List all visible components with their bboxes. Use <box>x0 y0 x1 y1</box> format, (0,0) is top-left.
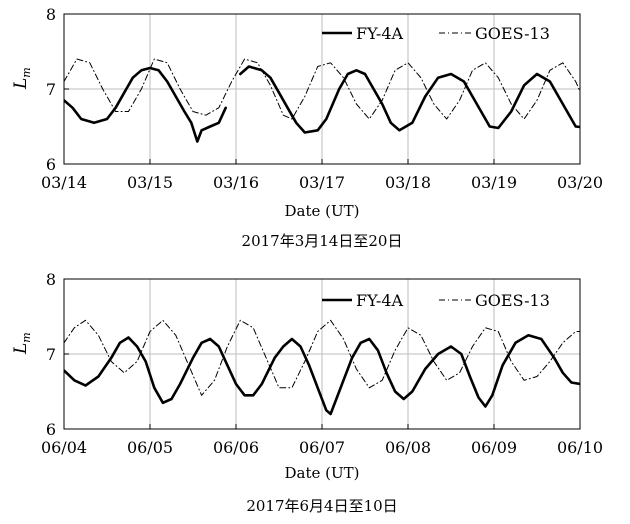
y-ticks: 6 7 8 <box>46 270 69 439</box>
y-tick-label: 6 <box>46 155 56 174</box>
y-axis-label: Lm <box>11 332 33 355</box>
x-ticks: 03/14 03/15 03/16 03/17 03/18 03/19 03/20 <box>41 159 603 192</box>
y-axis-label: Lm <box>11 67 33 90</box>
series-line-fy4a <box>64 65 580 143</box>
legend-label-fy4a: FY-4A <box>356 24 403 43</box>
chart-caption: 2017年6月4日至10日 <box>246 497 397 515</box>
series-lines <box>64 319 580 416</box>
chart-panel-march: 678 03/14 03/15 03/16 03/17 03/18 03/19 03/20 … <box>11 5 603 250</box>
x-tick-label: 06/04 <box>41 438 87 457</box>
series-line-goes13 <box>64 319 580 396</box>
grid-lines <box>64 279 580 429</box>
series-line-fy4a <box>64 334 580 416</box>
grid-lines <box>64 14 580 164</box>
series-lines <box>64 58 580 143</box>
x-tick-label: 03/15 <box>127 173 173 192</box>
legend: FY-4A GOES-13 <box>322 291 550 310</box>
chart-panel-june: 678 06/04 06/05 06/06 06/07 06/08 06/09 06/10 … <box>11 270 603 515</box>
y-ticks: 6 7 8 <box>46 5 69 174</box>
x-tick-label: 03/20 <box>557 173 603 192</box>
legend-label-goes13: GOES-13 <box>475 291 550 310</box>
y-tick-label: 8 <box>46 270 56 289</box>
series-line-goes13 <box>64 58 580 120</box>
x-ticks: 06/04 06/05 06/06 06/07 06/08 06/09 06/10 <box>41 424 603 457</box>
legend-label-fy4a: FY-4A <box>356 291 403 310</box>
y-tick-label: 6 <box>46 420 56 439</box>
x-tick-label: 06/07 <box>299 438 345 457</box>
x-tick-label: 03/19 <box>471 173 517 192</box>
x-tick-label: 06/09 <box>471 438 517 457</box>
y-tick-label: 7 <box>46 345 56 364</box>
x-tick-label: 06/08 <box>385 438 431 457</box>
x-tick-label: 03/14 <box>41 173 87 192</box>
x-tick-label: 03/16 <box>213 173 259 192</box>
y-tick-label: 7 <box>46 80 56 99</box>
x-tick-label: 06/10 <box>557 438 603 457</box>
chart-caption: 2017年3月14日至20日 <box>242 232 403 250</box>
x-tick-label: 06/06 <box>213 438 259 457</box>
x-tick-label: 06/05 <box>127 438 173 457</box>
x-tick-label: 03/17 <box>299 173 345 192</box>
x-axis-label: Date (UT) <box>285 202 360 220</box>
legend: FY-4A GOES-13 <box>322 24 550 43</box>
x-tick-label: 03/18 <box>385 173 431 192</box>
x-axis-label: Date (UT) <box>285 464 360 482</box>
y-tick-label: 8 <box>46 5 56 24</box>
legend-label-goes13: GOES-13 <box>475 24 550 43</box>
